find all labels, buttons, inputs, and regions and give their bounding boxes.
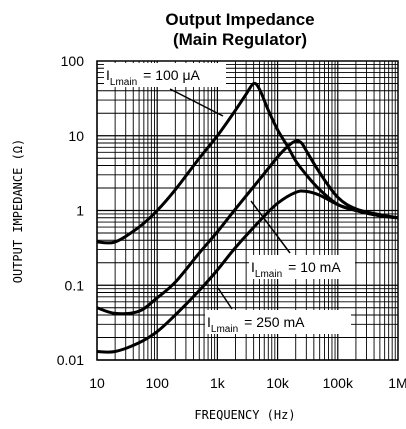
y-tick-label: 10: [68, 128, 84, 144]
annotation-100ua: ILmain = 100 μA: [104, 63, 226, 117]
annotation-box-250ma: [205, 310, 351, 334]
leader-line-10ma: [250, 200, 291, 254]
leader-line-100ua: [169, 88, 224, 117]
x-tick-label: 100: [146, 375, 170, 391]
series-line-0: [96, 81, 399, 245]
x-tick-label: 100k: [323, 375, 354, 391]
x-tick-labels: 10 100 1k 10k 100k 1M: [89, 375, 406, 391]
annotation-250ma: ILmain = 250 mA: [205, 287, 351, 335]
chart-title: Output Impedance: [165, 10, 314, 29]
x-tick-label: 1k: [210, 375, 226, 391]
y-tick-label: 100: [61, 53, 85, 69]
plot-frame: [96, 60, 399, 361]
y-tick-label: 0.01: [57, 352, 84, 368]
y-axis-label: OUTPUT IMPEDANCE (Ω): [11, 139, 25, 284]
chart-subtitle: (Main Regulator): [173, 30, 307, 49]
annotation-box-100ua: [104, 63, 226, 87]
leader-line-250ma: [217, 287, 233, 310]
x-tick-label: 10: [89, 375, 105, 391]
y-tick-labels: 0.01 0.1 1 10 100: [57, 53, 84, 368]
x-tick-label: 1M: [388, 375, 406, 391]
series-curves: [96, 81, 399, 354]
y-tick-label: 0.1: [65, 277, 85, 293]
annotation-10ma: ILmain = 10 mA: [249, 200, 355, 280]
annotation-label-100ua: ILmain = 100 μA: [106, 67, 201, 88]
x-tick-label: 10k: [266, 375, 290, 391]
x-axis-label: FREQUENCY (Hz): [194, 408, 295, 422]
annotation-box-10ma: [249, 255, 355, 279]
annotation-label-250ma: ILmain = 250 mA: [207, 314, 305, 335]
annotation-label-10ma: ILmain = 10 mA: [251, 259, 341, 280]
series-line-1: [96, 139, 399, 316]
series-line-2: [96, 189, 399, 354]
y-tick-label: 1: [76, 203, 84, 219]
